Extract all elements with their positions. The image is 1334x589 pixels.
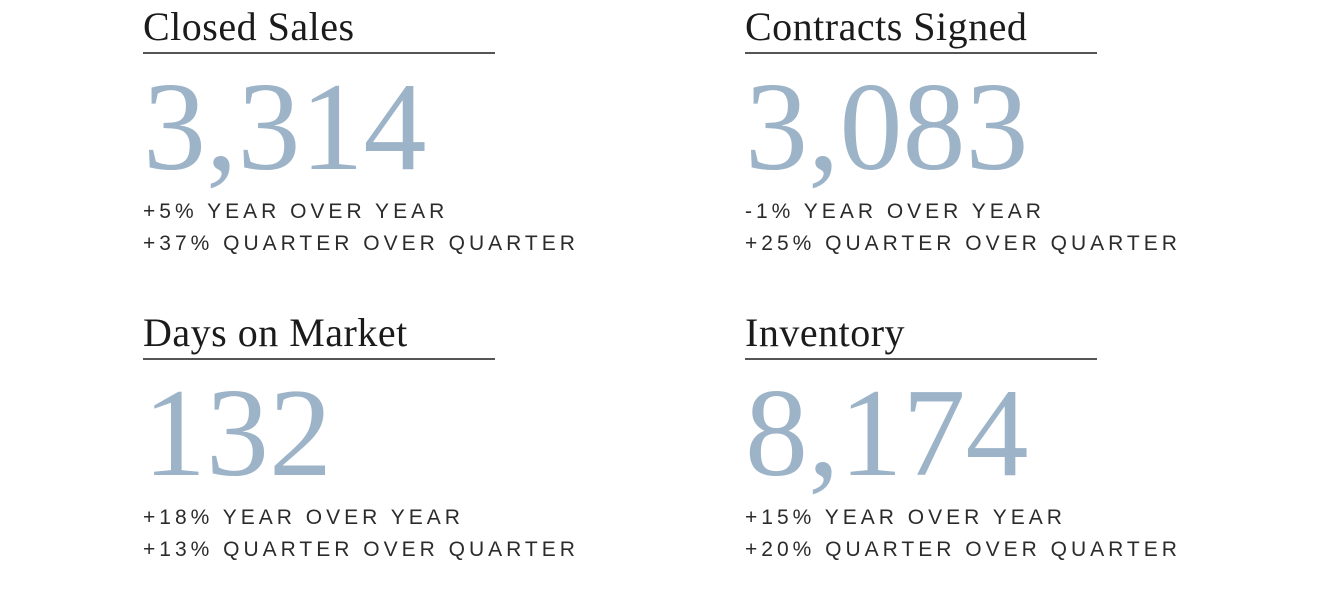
stat-title: Closed Sales (143, 4, 355, 49)
stat-metrics: -1% YEAR OVER YEAR +25% QUARTER OVER QUA… (745, 196, 1305, 260)
title-underline (143, 52, 495, 54)
stat-yoy: +18% YEAR OVER YEAR (143, 506, 464, 529)
stat-qoq: +13% QUARTER OVER QUARTER (143, 538, 579, 561)
stat-card-inventory: Inventory 8,174 +15% YEAR OVER YEAR +20%… (745, 312, 1305, 566)
stat-card-days-on-market: Days on Market 132 +18% YEAR OVER YEAR +… (143, 312, 703, 566)
title-underline (745, 52, 1097, 54)
stat-value: 132 (143, 364, 332, 503)
title-underline (745, 358, 1097, 360)
stat-title: Days on Market (143, 310, 408, 355)
stat-card-closed-sales: Closed Sales 3,314 +5% YEAR OVER YEAR +3… (143, 6, 703, 260)
stat-value: 3,083 (745, 58, 1029, 197)
stat-metrics: +5% YEAR OVER YEAR +37% QUARTER OVER QUA… (143, 196, 703, 260)
stat-yoy: +5% YEAR OVER YEAR (143, 200, 449, 223)
title-underline (143, 358, 495, 360)
stat-yoy: +15% YEAR OVER YEAR (745, 506, 1066, 529)
stat-qoq: +25% QUARTER OVER QUARTER (745, 232, 1181, 255)
stat-yoy: -1% YEAR OVER YEAR (745, 200, 1045, 223)
stat-qoq: +37% QUARTER OVER QUARTER (143, 232, 579, 255)
stat-title: Inventory (745, 310, 906, 355)
stat-metrics: +18% YEAR OVER YEAR +13% QUARTER OVER QU… (143, 502, 703, 566)
stat-qoq: +20% QUARTER OVER QUARTER (745, 538, 1181, 561)
stat-card-contracts-signed: Contracts Signed 3,083 -1% YEAR OVER YEA… (745, 6, 1305, 260)
stat-value: 8,174 (745, 364, 1029, 503)
stat-title: Contracts Signed (745, 4, 1028, 49)
stat-value: 3,314 (143, 58, 427, 197)
stat-metrics: +15% YEAR OVER YEAR +20% QUARTER OVER QU… (745, 502, 1305, 566)
